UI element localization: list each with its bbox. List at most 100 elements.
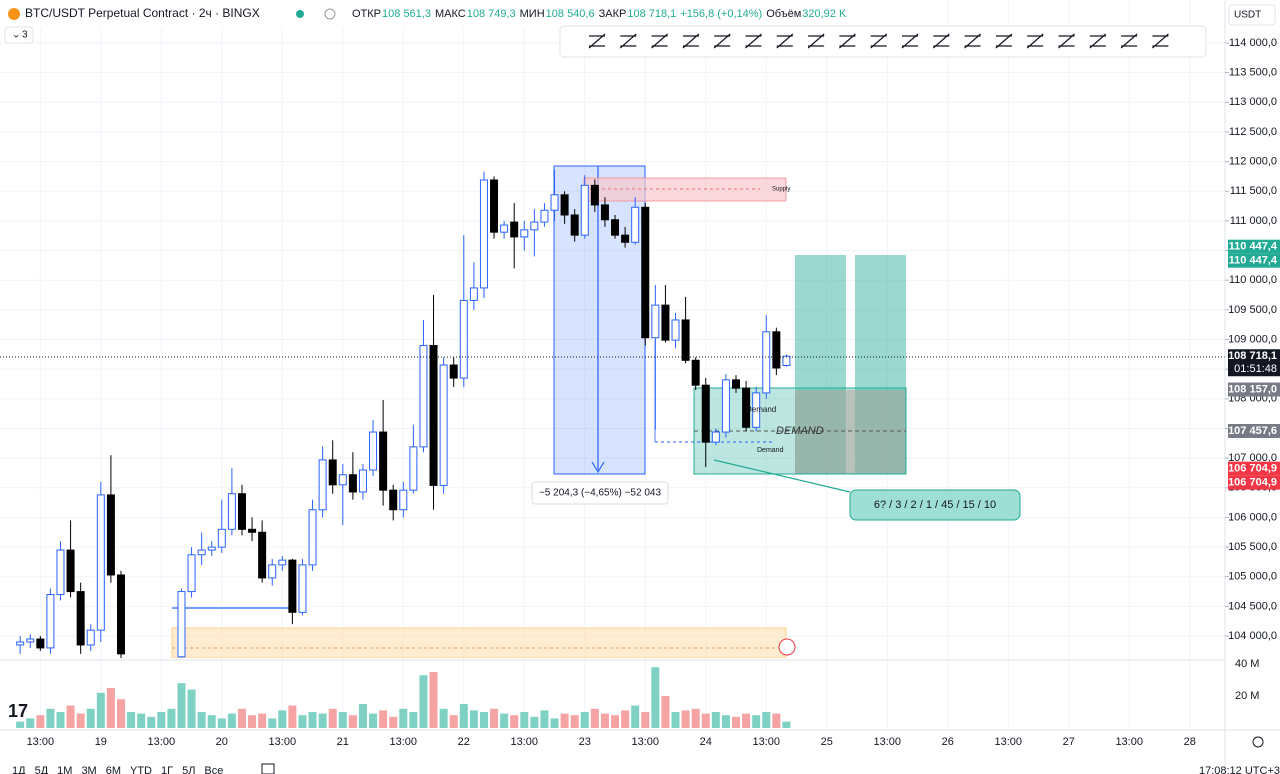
drawing-label: Supply [772,187,790,193]
tool-icon[interactable] [1152,33,1169,49]
candle-body [36,638,45,649]
volume-bar [36,715,45,728]
tool-icon[interactable] [807,33,825,49]
candle-body [611,219,620,236]
candle-body [369,431,378,471]
period-button[interactable]: 5Д [35,765,49,774]
drawing-label: Demand [757,447,784,454]
tool-icon[interactable] [1058,33,1075,49]
volume-bar [328,708,337,728]
volume-bar [742,713,751,728]
currency-button[interactable] [1228,4,1276,26]
candle-body [116,574,125,655]
volume-bar [550,718,559,728]
volume-bar [459,704,468,728]
candle-body [449,364,458,379]
volume-bar [197,712,206,728]
tool-icon[interactable] [1120,33,1138,49]
y-tick-label: 109 000,0 [1228,333,1277,345]
period-button[interactable]: 3М [81,765,96,774]
ohlc-name: МАКС [435,8,466,20]
candle-body [490,179,499,233]
tool-icon[interactable] [1089,33,1107,49]
candle-body [16,641,25,646]
drawing-label: Demand [746,405,776,414]
period-button[interactable]: Все [204,765,223,774]
visibility-icon[interactable] [324,8,336,20]
candle-body [631,206,640,243]
volume-bar [752,715,761,728]
tv-logo: 17 [8,701,28,721]
volume-bar [157,712,166,728]
tool-icon[interactable] [901,33,919,49]
period-button[interactable]: 6М [106,765,121,774]
candle-body [348,474,357,493]
calendar-icon[interactable] [261,763,275,774]
volume-bar [207,715,216,728]
alert-icon[interactable] [778,638,796,656]
x-tick-label: 24 [700,736,712,748]
period-button[interactable]: YTD [130,765,152,774]
volume-bar [419,675,428,728]
tool-icon[interactable] [745,33,762,49]
volume-bar [338,712,347,728]
symbol-logo [8,8,20,20]
candle-body [590,184,599,206]
currency: USDT [1234,10,1261,21]
volume [16,667,791,728]
tool-icon[interactable] [995,33,1013,49]
volume-bar [661,696,670,728]
tool-icon[interactable] [964,33,981,49]
candle-body [389,489,398,511]
tool-icon[interactable] [588,33,606,49]
candle-body [429,344,438,486]
candle-body [479,179,488,289]
price-badge [1228,253,1280,268]
volume-bar [379,710,388,728]
price-badge [1228,424,1280,439]
period-button[interactable]: 1Д [12,765,26,774]
volume-bar [721,715,730,728]
x-tick-label: 13:00 [148,736,176,748]
period-button[interactable]: 1Г [161,765,173,774]
tool-icon[interactable] [713,33,731,49]
tool-icon[interactable] [682,33,700,49]
price-badge-label: 110 447,4 [1229,255,1278,267]
candle-body [742,387,751,428]
tool-icon[interactable] [651,33,668,49]
candle-body [46,594,55,649]
volume-bar [46,708,55,728]
symbol-title: BTC/USDT Perpetual Contract · 2ч · BINGX [25,6,260,20]
period-button[interactable]: 5Л [182,765,195,774]
callout-pointer [713,459,851,493]
tool-icon[interactable] [932,33,950,49]
volume-bar [76,713,85,728]
indicator-toggle[interactable] [4,26,34,44]
tool-icon[interactable] [619,33,637,49]
candle-body [419,344,428,448]
tool-icon[interactable] [776,33,794,49]
volume-bar [288,705,297,728]
tool-icon[interactable] [1026,33,1044,49]
price-badge-label: 108 157,0 [1228,383,1277,395]
ohlc-value: 108 540,6 [546,8,595,20]
volume-bar [671,712,680,728]
candle-body [500,224,509,233]
y-tick-label: 109 500,0 [1228,304,1277,316]
period-button[interactable]: 1М [57,765,72,774]
tool-icon[interactable] [870,33,888,49]
settings-icon[interactable] [1252,736,1264,748]
tool-icon[interactable] [839,33,856,49]
ohlc-legend: ОТКР 108 561,3 МАКС 108 749,3 МИН 108 540,6 ЗА… [352,8,847,20]
y-tick-label: 111 000,0 [1230,215,1277,227]
volume-bar [66,705,75,728]
x-tick-label: 13:00 [511,736,539,748]
volume-bar [167,708,176,728]
y-tick-label: 112 000,0 [1229,156,1277,168]
volume-bar [772,713,781,728]
candle-body [550,194,559,211]
y-tick-label: 114 000,0 [1229,37,1277,49]
candle-body [288,559,297,613]
candle-body [379,431,388,491]
price-badge-label: 106 704,9 [1228,463,1277,475]
